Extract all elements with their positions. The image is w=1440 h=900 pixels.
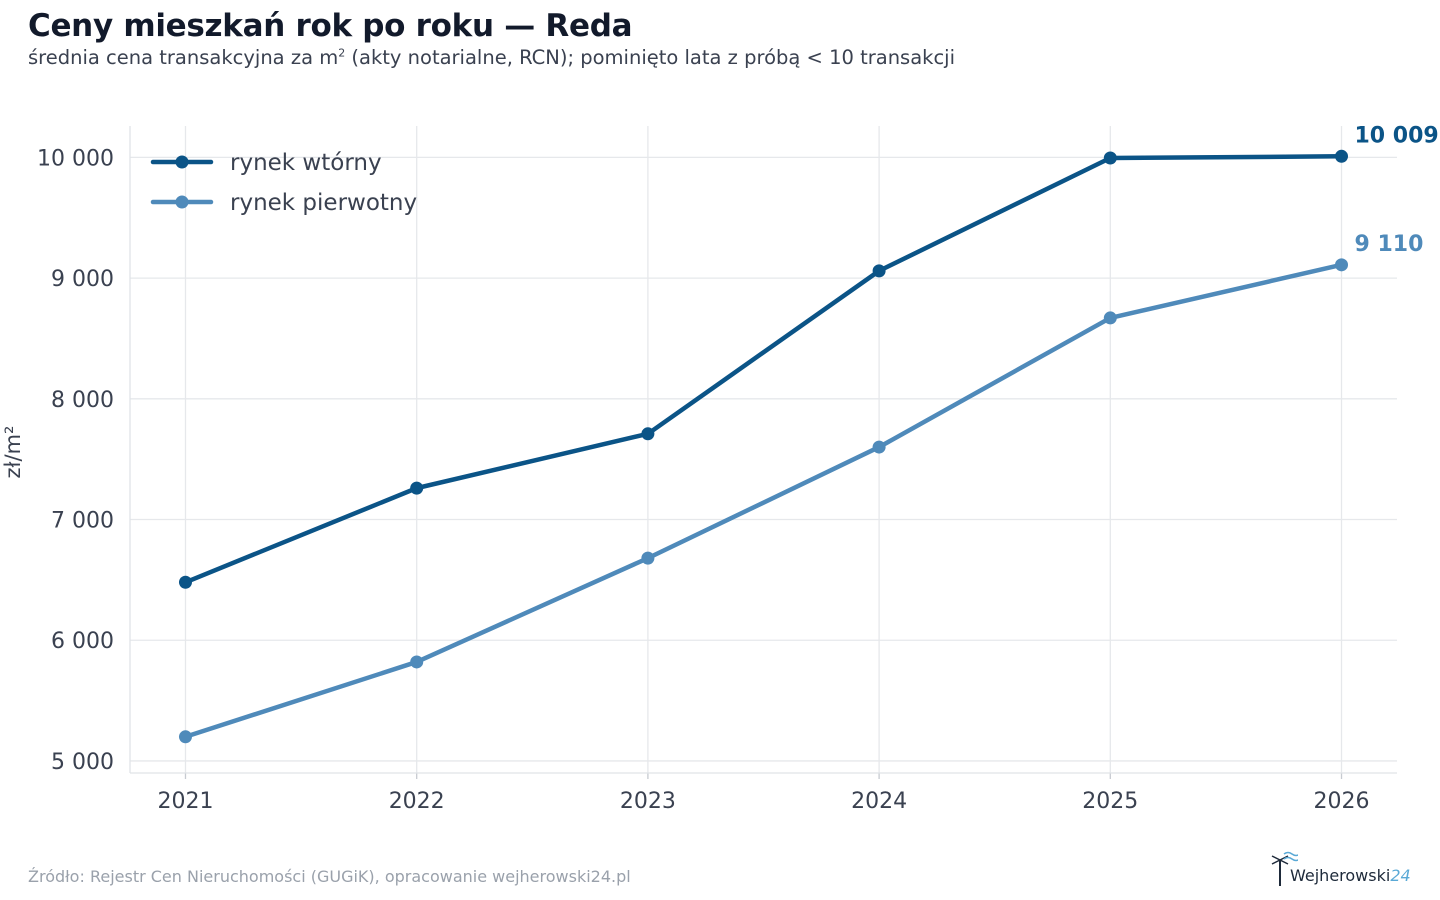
- legend-swatch-marker: [175, 155, 189, 169]
- legend-label: rynek wtórny: [230, 150, 382, 176]
- y-tick-label: 8 000: [51, 388, 114, 413]
- y-tick-label: 9 000: [51, 267, 114, 292]
- legend-swatch-marker: [175, 195, 189, 209]
- data-point: [1335, 258, 1349, 272]
- data-point: [1335, 149, 1349, 163]
- chart-title: Ceny mieszkań rok po roku — Reda: [28, 8, 633, 44]
- x-tick-label: 2021: [157, 789, 213, 814]
- end-value-label: 9 110: [1355, 232, 1424, 257]
- y-tick-label: 6 000: [51, 629, 114, 654]
- x-tick-label: 2026: [1314, 789, 1370, 814]
- source-note: Źródło: Rejestr Cen Nieruchomości (GUGiK…: [28, 867, 631, 886]
- data-point: [641, 427, 655, 441]
- data-point: [410, 481, 424, 495]
- wejherowski24-logo: Wejherowski24: [1268, 850, 1418, 890]
- data-point: [410, 655, 424, 669]
- data-point: [1103, 311, 1117, 325]
- data-point: [178, 575, 192, 589]
- y-tick-label: 10 000: [37, 146, 114, 171]
- x-tick-label: 2022: [389, 789, 445, 814]
- end-value-label: 10 009: [1355, 123, 1439, 148]
- windmill-icon: [1271, 851, 1298, 886]
- legend-label: rynek pierwotny: [230, 190, 417, 216]
- y-tick-label: 5 000: [51, 750, 114, 775]
- data-point: [178, 730, 192, 744]
- series-line-1: [183, 262, 1344, 740]
- x-tick-label: 2025: [1082, 789, 1138, 814]
- data-point: [872, 264, 886, 278]
- series-line-0: [183, 154, 1344, 585]
- data-point: [1103, 151, 1117, 165]
- data-point: [641, 551, 655, 565]
- y-tick-label: 7 000: [51, 509, 114, 534]
- chart-subtitle: średnia cena transakcyjna za m2 (akty no…: [28, 46, 956, 69]
- x-tick-label: 2024: [851, 789, 907, 814]
- x-tick-label: 2023: [620, 789, 676, 814]
- y-axis-label: zł/m²: [1, 426, 25, 479]
- data-point: [872, 440, 886, 454]
